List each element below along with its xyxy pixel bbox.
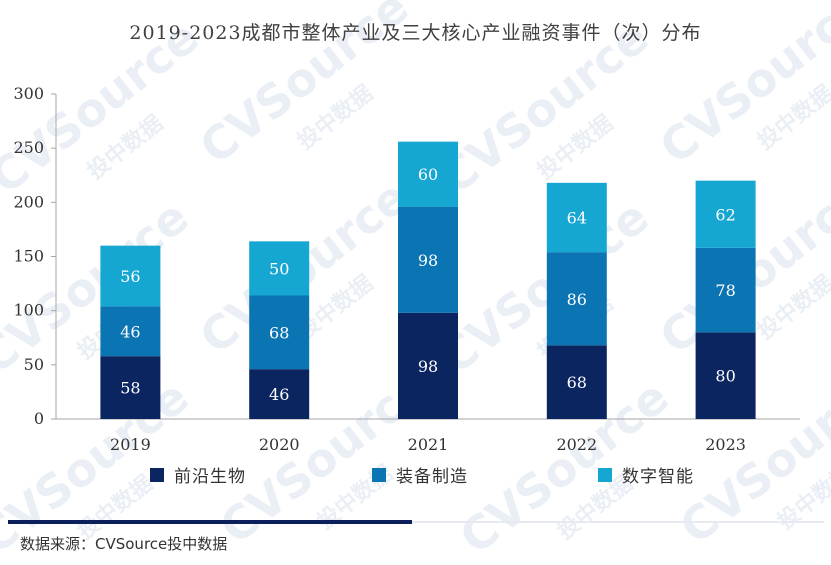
legend-swatch bbox=[598, 467, 612, 482]
bar-segment-1 bbox=[546, 345, 607, 419]
legend-label: 数字智能 bbox=[622, 467, 694, 487]
data-label: 56 bbox=[120, 267, 140, 286]
data-label: 80 bbox=[715, 367, 735, 386]
y-tick-label: 0 bbox=[34, 409, 44, 428]
legend-swatch bbox=[372, 467, 386, 482]
footer-divider-light bbox=[412, 521, 824, 523]
data-label: 58 bbox=[120, 379, 140, 398]
x-tick-label: 2021 bbox=[408, 435, 449, 454]
legend: 前沿生物 装备制造 数字智能 bbox=[0, 462, 831, 487]
x-tick-label: 2020 bbox=[259, 435, 300, 454]
y-tick-label: 100 bbox=[13, 301, 44, 320]
bar-segment-1 bbox=[249, 369, 310, 419]
legend-swatch bbox=[150, 467, 164, 482]
footer-divider bbox=[8, 520, 412, 524]
data-label: 98 bbox=[418, 251, 438, 270]
data-label: 78 bbox=[715, 281, 735, 300]
bar-segment-1 bbox=[695, 332, 756, 419]
bar-segment-1 bbox=[100, 356, 161, 419]
bar-segment-2 bbox=[100, 306, 161, 357]
data-label: 68 bbox=[567, 373, 587, 392]
y-tick-label: 50 bbox=[24, 355, 44, 374]
data-label: 50 bbox=[269, 259, 289, 278]
legend-item: 数字智能 bbox=[598, 462, 694, 487]
bar-segment-3 bbox=[100, 245, 161, 307]
x-tick-label: 2019 bbox=[110, 435, 151, 454]
bar-segment-3 bbox=[695, 180, 756, 248]
x-tick-label: 2023 bbox=[705, 435, 746, 454]
source-note: 数据来源：CVSource投中数据 bbox=[20, 535, 228, 553]
bar-segment-1 bbox=[398, 312, 458, 419]
legend-label: 前沿生物 bbox=[174, 467, 246, 487]
bar-segment-3 bbox=[398, 141, 458, 207]
chart-title: 2019-2023成都市整体产业及三大核心产业融资事件（次）分布 bbox=[129, 22, 702, 44]
data-label: 68 bbox=[269, 323, 289, 342]
legend-item: 装备制造 bbox=[372, 462, 468, 487]
bar-segment-3 bbox=[546, 182, 607, 253]
data-label: 98 bbox=[418, 357, 438, 376]
bar-segment-2 bbox=[546, 252, 607, 346]
y-tick-label: 300 bbox=[13, 84, 44, 103]
bar-segment-3 bbox=[249, 241, 310, 296]
data-label: 46 bbox=[120, 322, 140, 341]
x-tick-label: 2022 bbox=[556, 435, 597, 454]
legend-item: 前沿生物 bbox=[150, 462, 246, 487]
bar-segment-2 bbox=[695, 247, 756, 333]
y-tick-label: 250 bbox=[13, 138, 44, 157]
y-tick-label: 200 bbox=[13, 192, 44, 211]
legend-label: 装备制造 bbox=[396, 467, 468, 487]
data-label: 62 bbox=[715, 205, 735, 224]
data-label: 60 bbox=[418, 165, 438, 184]
y-tick-label: 150 bbox=[13, 247, 44, 266]
bar-segment-2 bbox=[398, 206, 458, 313]
data-label: 46 bbox=[269, 385, 289, 404]
data-label: 86 bbox=[567, 290, 587, 309]
bar-segment-2 bbox=[249, 295, 310, 370]
chart-area: 0 50 100 150 200 250 300 58 46 56 2019 46 68 50 2020 98… bbox=[13, 84, 800, 454]
data-label: 64 bbox=[567, 209, 587, 228]
